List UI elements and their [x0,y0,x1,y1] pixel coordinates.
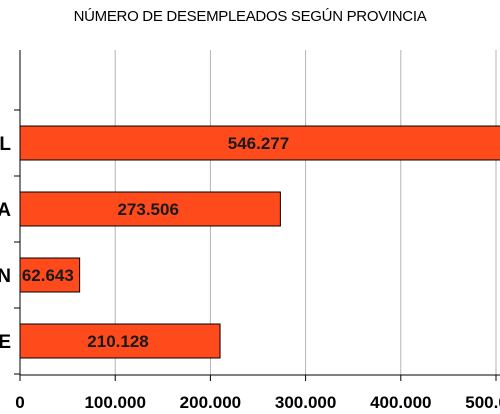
bar-value-label-A: 273.506 [117,200,178,219]
x-tick-label-4: 400.000 [370,393,431,412]
x-tick-label-3: 300.000 [275,393,336,412]
category-label-A: A [0,200,11,221]
category-labels: L A N E [0,134,11,353]
axes [14,50,500,381]
chart-title: NÚMERO DE DESEMPLEADOS SEGÚN PROVINCIA [73,8,427,25]
category-label-L: L [0,134,11,155]
bar-E [19,323,221,359]
bar-L [19,125,500,161]
bar-value-label-L: 546.277 [228,134,289,153]
category-label-E: E [0,332,11,353]
x-tick-label-0: 0 [15,393,24,412]
x-tick-label-5: 500.000 [465,393,500,412]
bar-value-label-E: 210.128 [87,332,148,351]
x-tick-labels: 0 100.000 200.000 300.000 400.000 500.000 [15,393,500,412]
bar-value-label-N: 62.643 [22,266,74,285]
category-label-N: N [0,266,11,287]
x-tick-label-2: 200.000 [180,393,241,412]
bars: 546.277 273.506 62.643 210.128 [19,125,500,359]
x-tick-label-1: 100.000 [84,393,145,412]
